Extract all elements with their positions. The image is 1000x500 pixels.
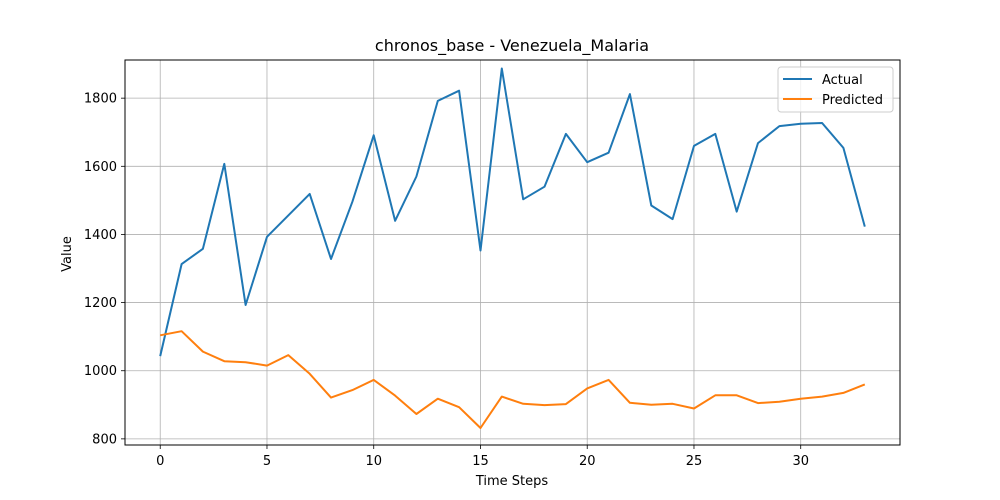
x-tick-label: 10 <box>365 454 382 469</box>
legend: Actual Predicted <box>777 66 894 113</box>
x-axis: 0 5 10 15 20 25 30 <box>156 445 809 469</box>
y-tick-label: 1600 <box>84 160 117 175</box>
y-axis-label: Value <box>60 236 75 272</box>
y-tick-label: 1000 <box>84 364 117 379</box>
y-tick-label: 1400 <box>84 228 117 243</box>
x-tick-label: 25 <box>686 454 703 469</box>
plot-frame <box>124 59 901 446</box>
x-tick-label: 15 <box>472 454 489 469</box>
y-tick-label: 1800 <box>84 92 117 107</box>
legend-label: Actual <box>822 73 863 88</box>
legend-label: Predicted <box>822 93 883 108</box>
x-tick-label: 30 <box>792 454 809 469</box>
series-line-predicted <box>160 330 866 429</box>
chart-title: chronos_base - Venezuela_Malaria <box>375 36 649 56</box>
grid-lines <box>125 60 900 445</box>
y-axis: 800 1000 1200 1400 1600 1800 <box>84 92 125 447</box>
y-tick-label: 1200 <box>84 296 117 311</box>
x-tick-label: 20 <box>579 454 596 469</box>
x-axis-label: Time Steps <box>475 474 549 489</box>
series-line-actual <box>159 67 866 357</box>
y-tick-label: 800 <box>92 432 117 447</box>
x-tick-label: 0 <box>156 454 164 469</box>
x-tick-label: 5 <box>263 454 271 469</box>
series-lines <box>159 67 866 429</box>
